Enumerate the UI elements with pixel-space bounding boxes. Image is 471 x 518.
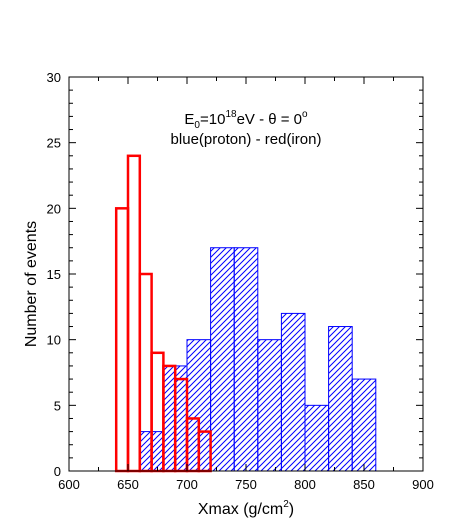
proton-bar-6	[280, 312, 306, 472]
y-tick-label: 20	[47, 201, 61, 216]
y-tick-label: 30	[47, 70, 61, 85]
axis-ticks	[68, 76, 424, 472]
x-axis-title-sup: 2	[283, 499, 289, 510]
x-tick-label: 650	[117, 477, 139, 492]
annotation-energy: E0=1018eV - θ = 0o	[184, 109, 308, 131]
x-tick-label: 750	[235, 477, 257, 492]
y-tick-label: 0	[54, 464, 61, 479]
proton-bar-7	[304, 404, 330, 472]
x-axis-title: Xmax (g/cm2)	[198, 499, 294, 518]
iron-bar-1	[126, 154, 142, 473]
x-axis-title-close: )	[289, 501, 294, 518]
annotation-rest: eV - θ = 0	[237, 111, 302, 128]
y-tick-label: 10	[47, 333, 61, 348]
x-tick-label: 800	[294, 477, 316, 492]
annotation-e: E	[184, 111, 194, 128]
proton-bar-3	[210, 247, 235, 472]
annotation-eq: =10	[200, 111, 225, 128]
x-tick-label: 900	[412, 477, 434, 492]
x-axis-title-main: Xmax (g/cm	[198, 501, 283, 518]
x-tick-label: 700	[176, 477, 198, 492]
proton-bar-9	[351, 378, 377, 472]
tick-labels: 600 650 700 750 800 850 900 0 5 10 15 20 25 30	[47, 70, 434, 492]
proton-bar-8	[328, 326, 353, 472]
x-tick-label: 600	[58, 477, 80, 492]
x-tick-label: 850	[353, 477, 375, 492]
annotation-deg: o	[302, 109, 308, 120]
y-tick-label: 5	[54, 398, 61, 413]
annotation-legend: blue(proton) - red(iron)	[171, 131, 322, 148]
proton-bar-4	[233, 247, 259, 472]
proton-bar-5	[257, 339, 282, 472]
annotation-e-sub: 0	[194, 120, 200, 131]
y-tick-label: 15	[47, 267, 61, 282]
y-tick-label: 25	[47, 136, 61, 151]
iron-bar-0	[114, 207, 130, 473]
proton-bars	[139, 247, 377, 472]
annotation-exp: 18	[225, 109, 237, 120]
y-axis-title: Number of events	[23, 221, 40, 347]
